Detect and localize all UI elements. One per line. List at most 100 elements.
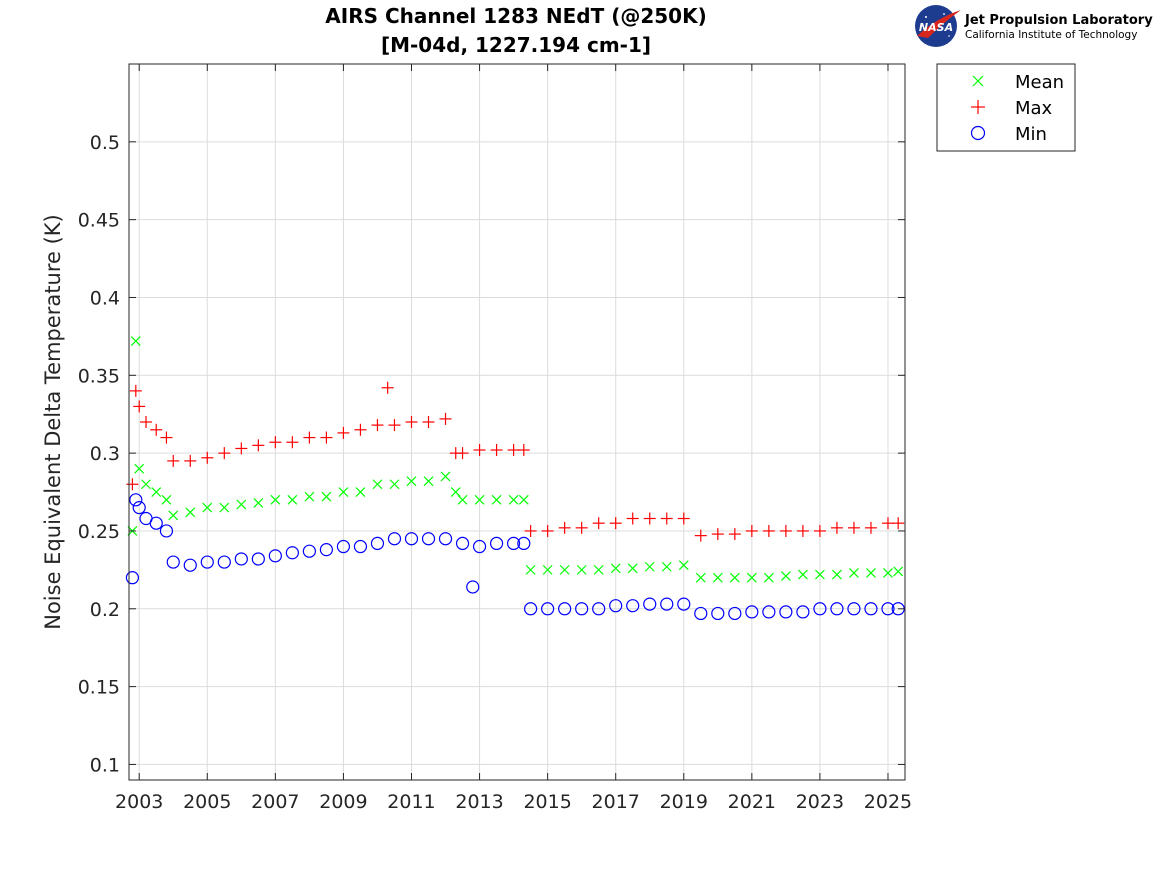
- point-mean: [202, 502, 213, 513]
- legend-label-max: Max: [1015, 98, 1053, 119]
- point-mean: [746, 572, 757, 583]
- point-min: [129, 493, 143, 507]
- point-max: [892, 517, 905, 530]
- point-mean: [797, 569, 808, 580]
- nasa-wordmark: NASA: [919, 21, 953, 34]
- point-mean: [849, 568, 859, 578]
- legend-box: [936, 63, 1076, 152]
- point-max: [660, 512, 673, 525]
- point-max: [524, 524, 537, 537]
- point-min: [813, 602, 827, 616]
- point-mean: [406, 476, 417, 487]
- point-max: [847, 521, 860, 534]
- point-mean: [338, 487, 349, 497]
- point-min: [285, 546, 299, 560]
- point-max: [303, 431, 316, 444]
- point-max: [354, 423, 367, 436]
- point-mean: [457, 494, 468, 505]
- point-mean: [866, 568, 876, 578]
- point-mean: [627, 563, 638, 574]
- point-min: [575, 602, 589, 616]
- point-min: [159, 524, 174, 538]
- point-max: [728, 528, 741, 541]
- point-mean: [491, 494, 502, 505]
- point-max: [762, 524, 775, 537]
- point-min: [711, 606, 725, 621]
- y-tick-label: 0.25: [78, 521, 120, 543]
- point-max: [507, 444, 520, 457]
- x-tick-label: 2019: [660, 791, 708, 813]
- point-min: [183, 558, 197, 572]
- y-tick-label: 0.2: [90, 599, 120, 621]
- point-mean: [270, 494, 281, 505]
- point-mean: [661, 561, 672, 572]
- point-min: [268, 549, 282, 563]
- point-min: [762, 605, 776, 619]
- point-mean: [440, 471, 451, 482]
- point-mean: [780, 571, 791, 582]
- point-mean: [508, 494, 519, 505]
- x-tick-label: 2007: [251, 791, 299, 813]
- legend: Mean Max Min: [936, 63, 1076, 152]
- series-min: [125, 493, 905, 621]
- point-min: [864, 602, 878, 616]
- x-tick-label: 2023: [796, 791, 844, 813]
- point-mean: [141, 479, 151, 490]
- legend-marker-max: [971, 100, 985, 114]
- point-max: [235, 442, 248, 455]
- point-mean: [542, 564, 553, 575]
- point-mean: [763, 572, 774, 583]
- jpl-logo: NASA Jet Propulsion Laboratory Californi…: [915, 5, 1153, 47]
- legend-marker-min: [970, 125, 986, 141]
- point-min: [517, 536, 531, 551]
- point-mean: [450, 487, 461, 497]
- point-mean: [814, 569, 825, 580]
- legend-label-mean: Mean: [1015, 72, 1064, 93]
- point-min: [694, 606, 708, 621]
- point-max: [592, 517, 605, 530]
- point-max: [490, 444, 503, 457]
- legend-item-mean: Mean: [972, 72, 1064, 93]
- point-max: [381, 381, 394, 394]
- point-max: [286, 436, 299, 449]
- point-max: [184, 454, 197, 467]
- point-max: [830, 521, 843, 534]
- grid-lines: [129, 64, 905, 780]
- y-tick-label: 0.4: [90, 287, 120, 309]
- point-max: [711, 528, 724, 541]
- point-min: [847, 602, 861, 616]
- point-mean: [695, 572, 706, 583]
- x-tick-label: 2025: [864, 791, 912, 813]
- point-mean: [151, 487, 162, 497]
- x-axis-tick-labels: 2003 2005 2007 2009 2011 2013 2015 2017 2019 2021…: [115, 791, 912, 813]
- point-mean: [518, 494, 529, 505]
- point-max: [517, 444, 530, 457]
- point-max: [456, 447, 469, 460]
- point-max: [133, 400, 146, 413]
- y-axis-label: Noise Equivalent Delta Temperature (K): [41, 214, 65, 630]
- point-min: [541, 602, 555, 616]
- x-tick-label: 2003: [115, 791, 163, 813]
- point-min: [353, 539, 368, 554]
- point-mean: [729, 572, 740, 583]
- chart-title: AIRS Channel 1283 NEdT (@250K): [325, 4, 706, 28]
- data-points: [125, 336, 905, 621]
- point-mean: [832, 569, 842, 580]
- series-mean: [127, 336, 904, 583]
- point-min: [796, 605, 810, 619]
- y-tick-label: 0.35: [78, 365, 120, 387]
- point-max: [745, 524, 758, 537]
- point-mean: [287, 494, 298, 505]
- series-max: [126, 381, 905, 542]
- point-max: [160, 431, 173, 444]
- point-mean: [883, 568, 893, 578]
- point-mean: [168, 510, 179, 521]
- point-mean: [525, 564, 536, 575]
- point-min: [506, 536, 521, 551]
- point-mean: [185, 507, 196, 518]
- axis-ticks: [129, 64, 905, 780]
- point-min: [234, 552, 248, 566]
- point-min: [217, 555, 231, 569]
- point-min: [387, 532, 402, 546]
